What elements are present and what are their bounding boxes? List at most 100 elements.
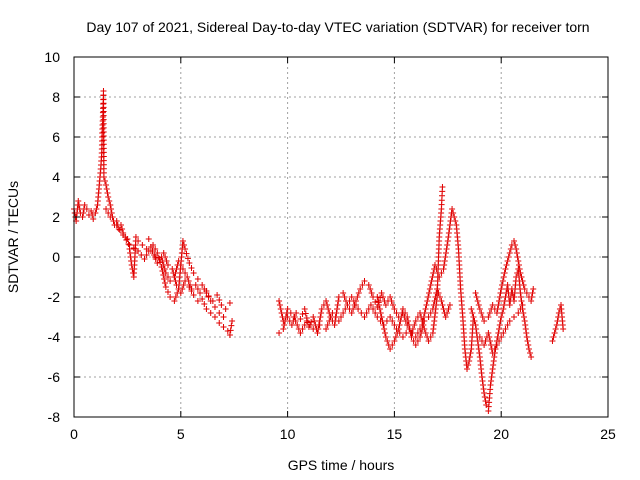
data-point bbox=[199, 282, 206, 288]
data-point bbox=[496, 298, 503, 304]
data-point bbox=[500, 330, 507, 336]
data-point bbox=[517, 294, 524, 300]
y-tick-label: -2 bbox=[48, 289, 61, 305]
data-point bbox=[367, 286, 374, 292]
data-point bbox=[280, 326, 287, 332]
data-point bbox=[106, 198, 113, 204]
data-point bbox=[301, 322, 308, 328]
data-point bbox=[126, 242, 133, 248]
data-point bbox=[423, 302, 430, 308]
data-point bbox=[370, 306, 377, 312]
data-point bbox=[365, 282, 372, 288]
data-point bbox=[335, 298, 342, 304]
data-point bbox=[443, 246, 450, 252]
data-point bbox=[93, 206, 100, 212]
data-point bbox=[502, 266, 509, 272]
data-point bbox=[75, 202, 82, 208]
data-point bbox=[503, 262, 510, 268]
data-point bbox=[167, 294, 174, 300]
data-point bbox=[367, 302, 374, 308]
data-point bbox=[502, 326, 509, 332]
data-point bbox=[194, 298, 201, 304]
data-point bbox=[80, 210, 87, 216]
data-point bbox=[387, 294, 394, 300]
data-point bbox=[179, 238, 186, 244]
data-point bbox=[103, 206, 110, 212]
data-point bbox=[523, 290, 530, 296]
data-point bbox=[359, 282, 366, 288]
data-point bbox=[372, 310, 379, 316]
data-point bbox=[473, 294, 480, 300]
data-point bbox=[476, 306, 483, 312]
data-point bbox=[521, 286, 528, 292]
data-point bbox=[357, 286, 364, 292]
data-point bbox=[553, 322, 560, 328]
data-point bbox=[464, 366, 471, 372]
data-point bbox=[167, 278, 174, 284]
data-point bbox=[440, 266, 447, 272]
data-point bbox=[341, 294, 348, 300]
data-point bbox=[292, 318, 299, 324]
x-axis-label: GPS time / hours bbox=[288, 457, 395, 473]
data-point bbox=[392, 334, 399, 340]
x-tick-label: 20 bbox=[493, 426, 509, 442]
data-point bbox=[183, 250, 190, 257]
data-point bbox=[436, 294, 443, 300]
data-point bbox=[276, 302, 283, 308]
data-point bbox=[489, 366, 496, 372]
data-point bbox=[468, 306, 475, 312]
data-point bbox=[425, 314, 432, 320]
data-point bbox=[549, 338, 556, 344]
data-point bbox=[197, 290, 204, 296]
x-tick-label: 0 bbox=[70, 426, 78, 442]
data-point bbox=[519, 278, 526, 284]
data-point bbox=[467, 350, 474, 356]
data-point bbox=[293, 310, 300, 316]
data-point bbox=[143, 252, 150, 258]
data-point bbox=[181, 242, 188, 248]
data-point bbox=[518, 298, 525, 304]
data-point bbox=[154, 260, 161, 266]
data-point bbox=[446, 222, 453, 228]
data-point bbox=[441, 262, 448, 268]
data-point bbox=[135, 248, 142, 254]
data-point bbox=[162, 284, 169, 290]
data-point bbox=[130, 245, 137, 251]
data-point bbox=[79, 214, 86, 220]
data-point bbox=[497, 318, 504, 324]
data-point bbox=[380, 294, 387, 300]
data-point bbox=[411, 322, 418, 328]
data-point bbox=[417, 334, 424, 340]
data-point bbox=[494, 306, 501, 312]
data-point bbox=[310, 326, 317, 332]
data-point bbox=[480, 386, 487, 392]
data-point bbox=[332, 314, 339, 320]
data-point bbox=[187, 282, 194, 288]
data-point bbox=[379, 318, 386, 324]
grid-lines bbox=[74, 57, 608, 417]
data-point bbox=[445, 306, 452, 312]
y-tick-label: 2 bbox=[52, 209, 60, 225]
data-point bbox=[480, 382, 487, 388]
data-point bbox=[398, 314, 405, 320]
data-point bbox=[161, 280, 168, 286]
data-point bbox=[485, 330, 492, 336]
y-tick-label: -8 bbox=[48, 409, 61, 425]
data-point bbox=[439, 184, 446, 190]
data-point bbox=[446, 226, 453, 232]
data-point bbox=[214, 292, 221, 298]
data-point bbox=[205, 293, 212, 299]
data-point bbox=[469, 310, 476, 316]
data-point bbox=[428, 278, 435, 284]
data-point bbox=[493, 310, 500, 316]
data-point bbox=[308, 319, 315, 325]
data-point bbox=[500, 306, 507, 312]
data-point bbox=[174, 290, 181, 296]
data-point bbox=[172, 294, 179, 300]
data-point bbox=[478, 374, 485, 380]
data-point bbox=[297, 330, 304, 336]
data-point bbox=[145, 236, 152, 242]
data-point bbox=[135, 238, 142, 244]
data-point bbox=[380, 322, 387, 328]
